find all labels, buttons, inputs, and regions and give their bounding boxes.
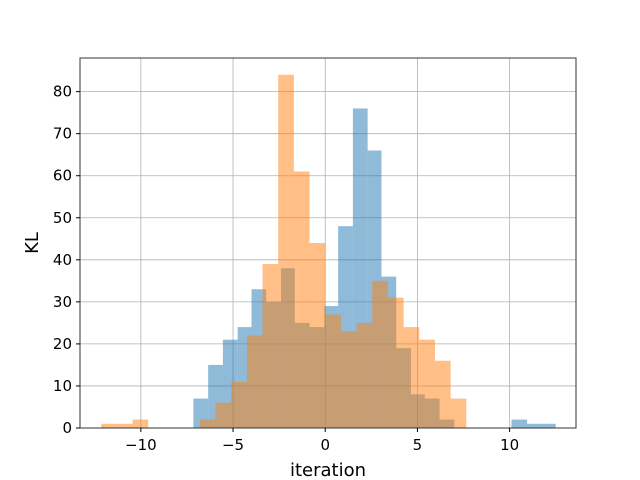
histogram-bar-series-2 — [434, 360, 451, 428]
histogram-bar-series-2 — [372, 280, 388, 428]
y-tick-label: 10 — [53, 377, 72, 395]
histogram-bar-series-2 — [450, 398, 467, 428]
histogram-bar-series-2 — [215, 402, 232, 428]
histogram-bar-series-2 — [132, 419, 149, 428]
y-tick-label: 70 — [53, 125, 72, 143]
histogram-bar-series-2 — [278, 74, 294, 429]
histogram-bar-series-2 — [231, 381, 247, 428]
histogram-bar-series-2 — [419, 339, 435, 428]
histogram-bar-series-1 — [511, 419, 528, 428]
histogram-bar-series-2 — [262, 264, 279, 428]
histogram-bar-series-2 — [309, 243, 326, 428]
plot-frame — [79, 57, 577, 429]
y-tick-label: 60 — [53, 167, 72, 185]
y-tick-label: 50 — [53, 209, 72, 227]
x-tick-label: −10 — [125, 436, 157, 454]
y-tick-label: 80 — [53, 83, 72, 101]
histogram-bar-series-2 — [116, 423, 133, 428]
histogram-bar-series-2 — [403, 327, 420, 428]
y-tick-label: 20 — [53, 335, 72, 353]
x-tick-label: 0 — [320, 436, 330, 454]
y-tick-label: 0 — [62, 419, 72, 437]
x-axis-label: iteration — [290, 460, 366, 480]
histogram-bar-series-2 — [325, 314, 341, 428]
x-tick-label: 10 — [500, 436, 519, 454]
y-axis-label: KL — [22, 232, 43, 254]
x-tick-label: −5 — [222, 436, 244, 454]
ticks: −10 −5 0 5 10 0 10 20 30 40 50 60 70 80 — [53, 83, 519, 454]
y-tick-label: 40 — [53, 251, 72, 269]
bars — [101, 74, 556, 429]
histogram-bar-series-2 — [356, 322, 373, 428]
histogram-bar-series-2 — [246, 335, 263, 428]
histogram-bar-series-1 — [540, 423, 556, 428]
histogram-bar-series-2 — [199, 419, 216, 428]
histogram-bar-series-2 — [293, 171, 310, 429]
histogram-bar-series-2 — [101, 423, 117, 428]
histogram-bar-series-2 — [340, 331, 357, 428]
histogram-bar-series-2 — [387, 297, 404, 428]
x-tick-label: 5 — [413, 436, 423, 454]
histogram-bar-series-1 — [527, 423, 541, 428]
y-tick-label: 30 — [53, 293, 72, 311]
